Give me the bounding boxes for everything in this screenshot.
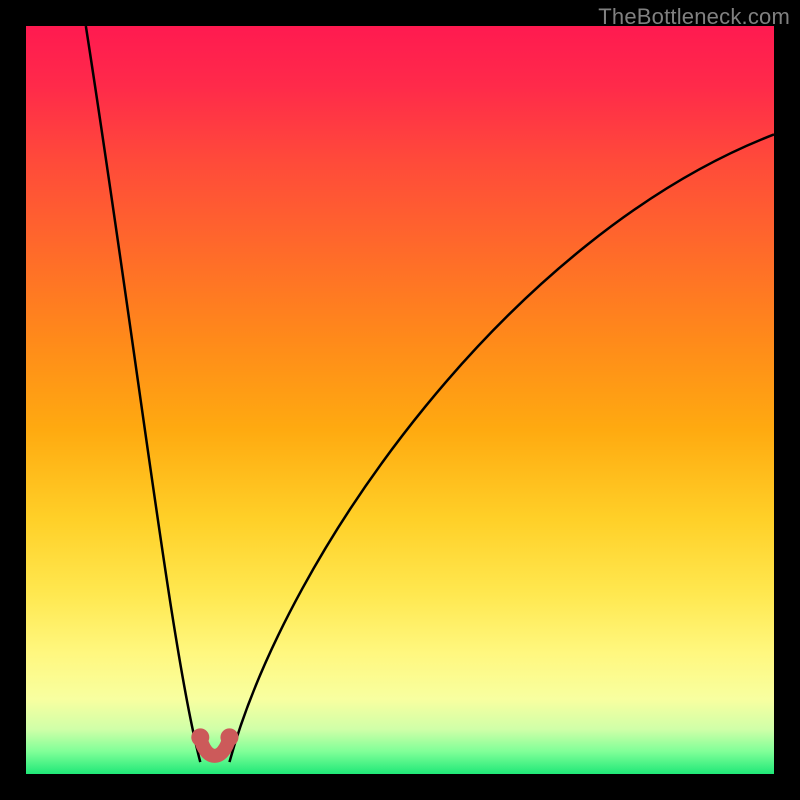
watermark-text: TheBottleneck.com — [598, 4, 790, 30]
trough-endpoint-left — [191, 728, 209, 746]
trough-endpoint-right — [220, 728, 238, 746]
bottleneck-chart — [0, 0, 800, 800]
plot-background — [26, 26, 774, 774]
chart-container: TheBottleneck.com — [0, 0, 800, 800]
